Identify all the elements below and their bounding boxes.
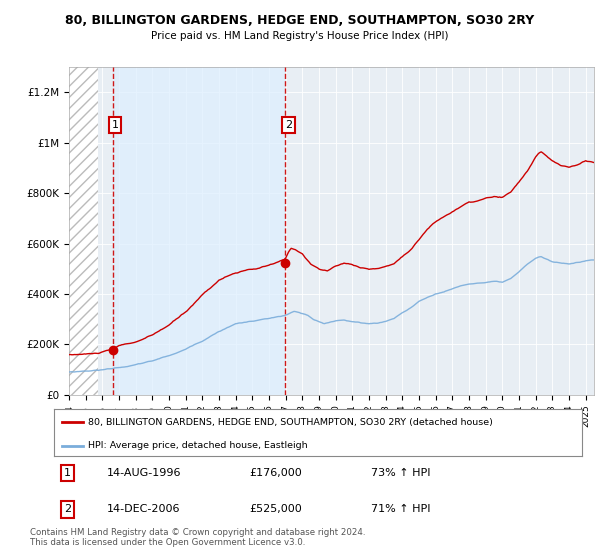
Text: 1: 1 <box>64 468 71 478</box>
Text: Price paid vs. HM Land Registry's House Price Index (HPI): Price paid vs. HM Land Registry's House … <box>151 31 449 41</box>
Text: 71% ↑ HPI: 71% ↑ HPI <box>371 505 430 515</box>
Text: 80, BILLINGTON GARDENS, HEDGE END, SOUTHAMPTON, SO30 2RY (detached house): 80, BILLINGTON GARDENS, HEDGE END, SOUTH… <box>88 418 493 427</box>
Text: 80, BILLINGTON GARDENS, HEDGE END, SOUTHAMPTON, SO30 2RY: 80, BILLINGTON GARDENS, HEDGE END, SOUTH… <box>65 14 535 27</box>
Text: 14-DEC-2006: 14-DEC-2006 <box>107 505 181 515</box>
Text: £176,000: £176,000 <box>250 468 302 478</box>
Text: 73% ↑ HPI: 73% ↑ HPI <box>371 468 430 478</box>
Bar <box>113 67 285 395</box>
Text: 2: 2 <box>64 505 71 515</box>
Text: 1: 1 <box>112 120 119 130</box>
Text: HPI: Average price, detached house, Eastleigh: HPI: Average price, detached house, East… <box>88 441 308 450</box>
Text: 2: 2 <box>285 120 292 130</box>
Text: £525,000: £525,000 <box>250 505 302 515</box>
Text: 14-AUG-1996: 14-AUG-1996 <box>107 468 181 478</box>
Text: Contains HM Land Registry data © Crown copyright and database right 2024.
This d: Contains HM Land Registry data © Crown c… <box>30 528 365 547</box>
Bar <box>69 67 98 395</box>
